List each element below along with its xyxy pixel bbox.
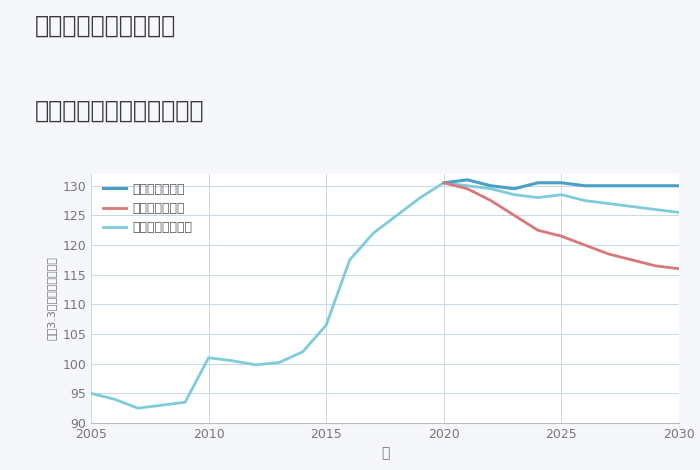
Text: 中古マンションの価格推移: 中古マンションの価格推移	[35, 99, 204, 123]
Text: 兵庫県姫路市西中島の: 兵庫県姫路市西中島の	[35, 14, 176, 38]
X-axis label: 年: 年	[381, 446, 389, 461]
Legend: グッドシナリオ, バッドシナリオ, ノーマルシナリオ: グッドシナリオ, バッドシナリオ, ノーマルシナリオ	[103, 183, 192, 234]
Y-axis label: 坪（3.3㎡）単価（万円）: 坪（3.3㎡）単価（万円）	[47, 257, 57, 340]
